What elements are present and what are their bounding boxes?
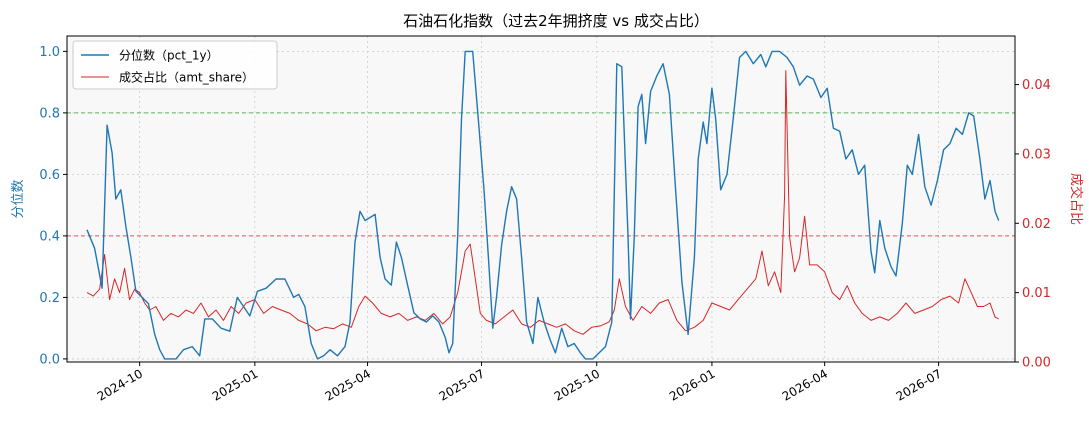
- legend-box: [72, 40, 278, 90]
- plot-frame: [66, 35, 1016, 363]
- series-line-amt-share: [86, 70, 999, 335]
- legend-label: 分位数（pct_1y）: [119, 48, 219, 63]
- x-tick-label: 2025-07: [437, 366, 487, 403]
- chart-title: 石油石化指数（过去2年拥挤度 vs 成交占比）: [403, 12, 709, 30]
- y-left-tick-label: 0.6: [39, 168, 60, 183]
- x-tick-label: 2025-01: [210, 366, 260, 403]
- y-right-tick-label: 0.03: [1022, 147, 1051, 162]
- x-tick-label: 2025-04: [323, 366, 373, 403]
- series-layer: [86, 50, 1000, 360]
- x-tick-label: 2025-10: [552, 366, 602, 403]
- x-tick-label: 2026-07: [894, 366, 944, 403]
- y-left-tick-label: 0.4: [39, 229, 60, 244]
- y-left-tick-label: 0.8: [39, 106, 60, 121]
- y-right-tick-label: 0.00: [1022, 356, 1051, 371]
- y-right-tick-label: 0.02: [1022, 217, 1051, 232]
- y-axis-left-label: 分位数: [11, 179, 26, 218]
- x-tick-label: 2026-04: [780, 366, 830, 403]
- y-left-tick-label: 0.0: [39, 352, 60, 367]
- series-line-pct-1y: [86, 50, 1000, 360]
- legend-label: 成交占比（amt_share）: [119, 70, 254, 85]
- legend: 分位数（pct_1y） 成交占比（amt_share）: [72, 40, 278, 90]
- y-right-tick-label: 0.01: [1022, 286, 1051, 301]
- y-axis-right-label: 成交占比: [1068, 173, 1084, 225]
- x-tick-label: 2026-01: [667, 366, 717, 403]
- y-right-tick-label: 0.04: [1022, 78, 1051, 93]
- y-left-tick-label: 1.0: [39, 45, 60, 60]
- x-tick-label: 2024-10: [95, 366, 145, 403]
- y-left-tick-label: 0.2: [39, 291, 60, 306]
- grid-lines: [67, 36, 1015, 362]
